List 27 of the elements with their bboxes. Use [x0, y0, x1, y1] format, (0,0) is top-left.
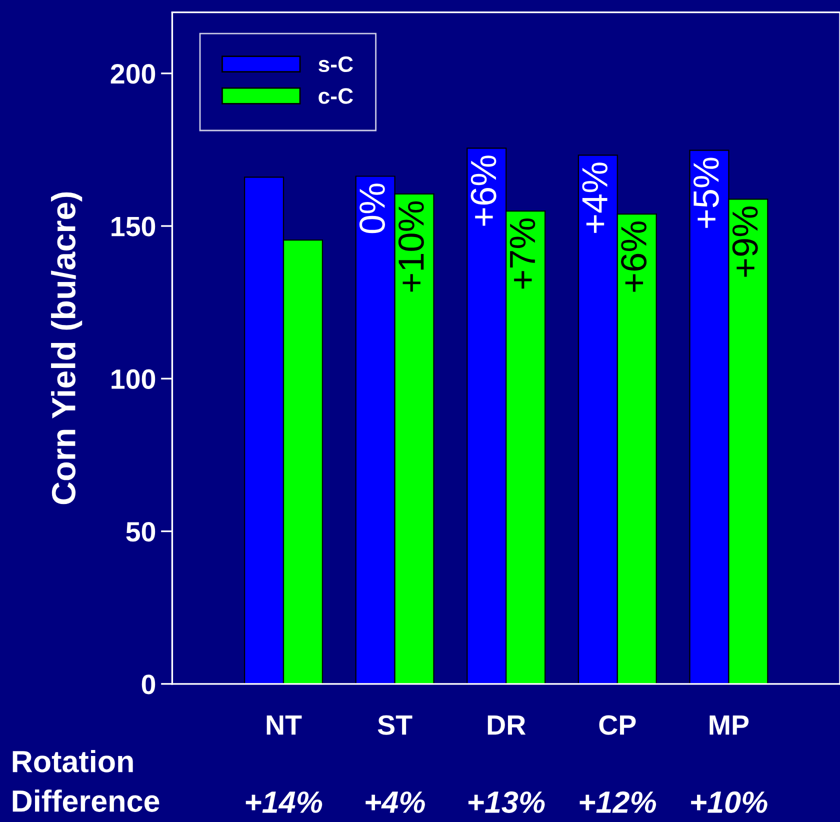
- legend-label: s-C: [318, 56, 353, 72]
- text: +4%: [366, 791, 425, 813]
- y-tick-label: 150: [112, 216, 156, 236]
- annotation: +5%: [694, 158, 719, 228]
- text: +12%: [580, 791, 656, 813]
- annotation: +9%: [732, 206, 758, 277]
- text: +13%: [468, 791, 545, 813]
- annotation: +6%: [470, 156, 496, 226]
- annotation: 0%: [359, 184, 386, 234]
- annotation: +4%: [582, 162, 608, 233]
- y-axis-title: Corn Yield (bu/acre): [51, 192, 82, 504]
- annotation: +7%: [510, 218, 536, 289]
- annotation: +6%: [621, 222, 647, 292]
- text: +14%: [246, 791, 322, 813]
- x-tick-label: DR: [488, 715, 526, 735]
- annotation: +10%: [398, 201, 424, 292]
- x-tick-label: MP: [710, 715, 749, 735]
- legend-label: c-C: [318, 88, 353, 104]
- x-tick-label: ST: [378, 715, 412, 735]
- y-tick-label: 200: [110, 64, 156, 84]
- text: +10%: [691, 791, 768, 813]
- y-tick-label: 100: [112, 369, 156, 389]
- y-tick-label: 50: [126, 522, 156, 542]
- x-tick-label: NT: [266, 715, 302, 735]
- text: Rotation Difference: [12, 750, 160, 812]
- y-tick-label: 0: [142, 674, 156, 694]
- x-tick-label: CP: [599, 715, 636, 735]
